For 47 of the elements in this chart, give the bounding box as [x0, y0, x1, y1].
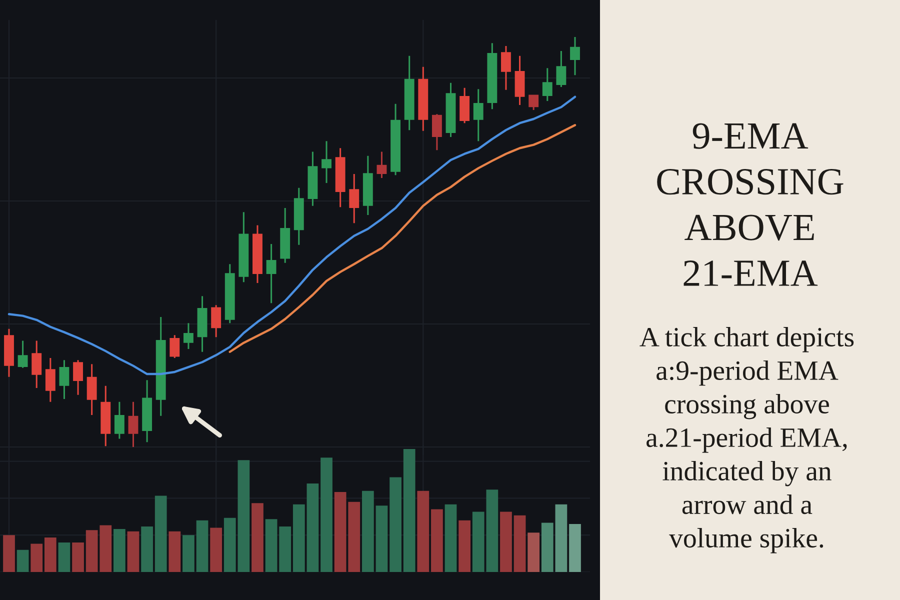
- candlestick: [473, 89, 484, 142]
- bar: [30, 544, 43, 572]
- bar: [417, 490, 430, 572]
- bar: [114, 528, 126, 572]
- bar: [306, 483, 319, 572]
- text: A tick chart depicts a:9-period EMA crossing above a.21-period EMA, indicated by an arrow and a volume spike.: [640, 327, 854, 554]
- bar: [3, 535, 15, 572]
- bar: [168, 531, 181, 572]
- bar: [528, 532, 540, 572]
- bar: [127, 531, 140, 572]
- bar: [514, 515, 526, 572]
- candlestick: [322, 141, 332, 183]
- bar: [265, 519, 278, 572]
- bar: [431, 509, 443, 572]
- bar: [154, 496, 167, 572]
- text: 9-EMA CROSSING ABOVE 21-EMA: [657, 123, 844, 286]
- candlestick: [501, 46, 511, 90]
- bar: [569, 524, 581, 572]
- bar: [444, 504, 457, 572]
- bar: [182, 535, 194, 572]
- bar: [44, 538, 56, 572]
- bar: [500, 512, 512, 572]
- bar: [458, 520, 470, 572]
- candlestick: [266, 244, 276, 304]
- candlestick: [542, 68, 552, 101]
- bar: [320, 458, 332, 572]
- bar: [555, 504, 568, 572]
- bar: [252, 503, 264, 572]
- bar: [72, 542, 84, 572]
- candlestick: [183, 323, 194, 350]
- bar: [141, 526, 153, 572]
- bar: [403, 449, 416, 572]
- bar: [58, 542, 70, 572]
- candlestick: [4, 328, 14, 377]
- bar: [279, 526, 292, 572]
- bar: [16, 550, 29, 572]
- bar: [376, 506, 388, 572]
- candlestick: [349, 174, 360, 224]
- bar: [362, 490, 374, 572]
- candlestick: [32, 340, 42, 388]
- bar: [292, 504, 305, 572]
- bar: [541, 522, 554, 572]
- candlestick: [570, 37, 580, 76]
- bar: [210, 528, 222, 572]
- bar: [196, 520, 208, 572]
- bar: [390, 477, 402, 572]
- candlestick: [45, 358, 56, 402]
